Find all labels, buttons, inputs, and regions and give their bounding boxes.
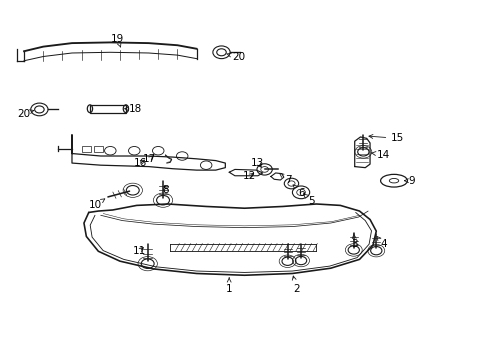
Text: 12: 12 (242, 171, 255, 181)
Text: 5: 5 (303, 194, 314, 206)
Text: 9: 9 (404, 176, 414, 186)
Text: 1: 1 (225, 278, 232, 294)
Text: 14: 14 (370, 150, 389, 159)
Text: 20: 20 (18, 109, 34, 119)
Text: 13: 13 (251, 158, 264, 168)
Text: 3: 3 (351, 234, 357, 249)
Text: 2: 2 (292, 276, 299, 294)
Text: 19: 19 (111, 34, 124, 47)
Text: 8: 8 (162, 185, 168, 195)
Bar (81, 146, 91, 152)
Text: 16: 16 (133, 158, 146, 168)
Text: 20: 20 (226, 52, 245, 62)
Bar (93, 146, 103, 152)
Text: 4: 4 (376, 237, 386, 249)
Text: 15: 15 (368, 133, 404, 143)
Text: 6: 6 (292, 185, 305, 198)
Text: 11: 11 (132, 246, 145, 256)
Text: 18: 18 (124, 104, 142, 114)
Text: 17: 17 (142, 154, 156, 164)
Bar (90, 105, 125, 113)
Text: 7: 7 (279, 174, 291, 185)
Text: 10: 10 (88, 199, 104, 210)
